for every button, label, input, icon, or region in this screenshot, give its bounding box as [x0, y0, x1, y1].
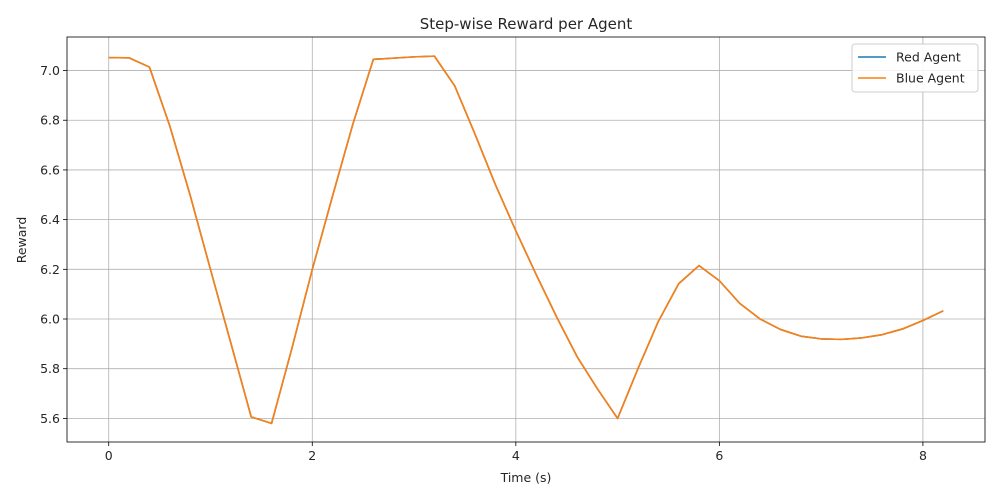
series-line-red-agent [108, 55, 944, 425]
y-tick-label: 5.6 [40, 411, 60, 426]
chart-title: Step-wise Reward per Agent [420, 15, 633, 33]
y-tick-label: 6.6 [40, 162, 60, 177]
x-tick-label: 4 [512, 448, 520, 463]
x-tick-label: 0 [105, 448, 113, 463]
legend-label-blue-agent: Blue Agent [896, 71, 965, 86]
legend-label-red-agent: Red Agent [896, 50, 961, 65]
x-tick-label: 6 [715, 448, 723, 463]
x-axis-label: Time (s) [500, 470, 552, 485]
y-tick-label: 6.2 [40, 262, 60, 277]
y-tick-label: 7.0 [40, 63, 60, 78]
x-tick-label: 2 [308, 448, 316, 463]
series-lines [108, 55, 944, 425]
y-tick-label: 6.4 [40, 212, 60, 227]
series-line-blue-agent [108, 55, 944, 425]
y-tick-label: 5.8 [40, 361, 60, 376]
plot-frame [66, 36, 986, 443]
y-tick-label: 6.0 [40, 312, 60, 327]
y-tick-label: 6.8 [40, 113, 60, 128]
grid [67, 37, 985, 442]
axis-ticks: 0 2 4 6 8 5.6 5.8 6.0 6.2 6.4 6.6 6.8 7.0 [40, 63, 927, 463]
legend-box [851, 43, 979, 93]
legend: Red Agent Blue Agent [851, 43, 979, 93]
y-axis-label: Reward [14, 217, 29, 264]
x-tick-label: 8 [919, 448, 927, 463]
